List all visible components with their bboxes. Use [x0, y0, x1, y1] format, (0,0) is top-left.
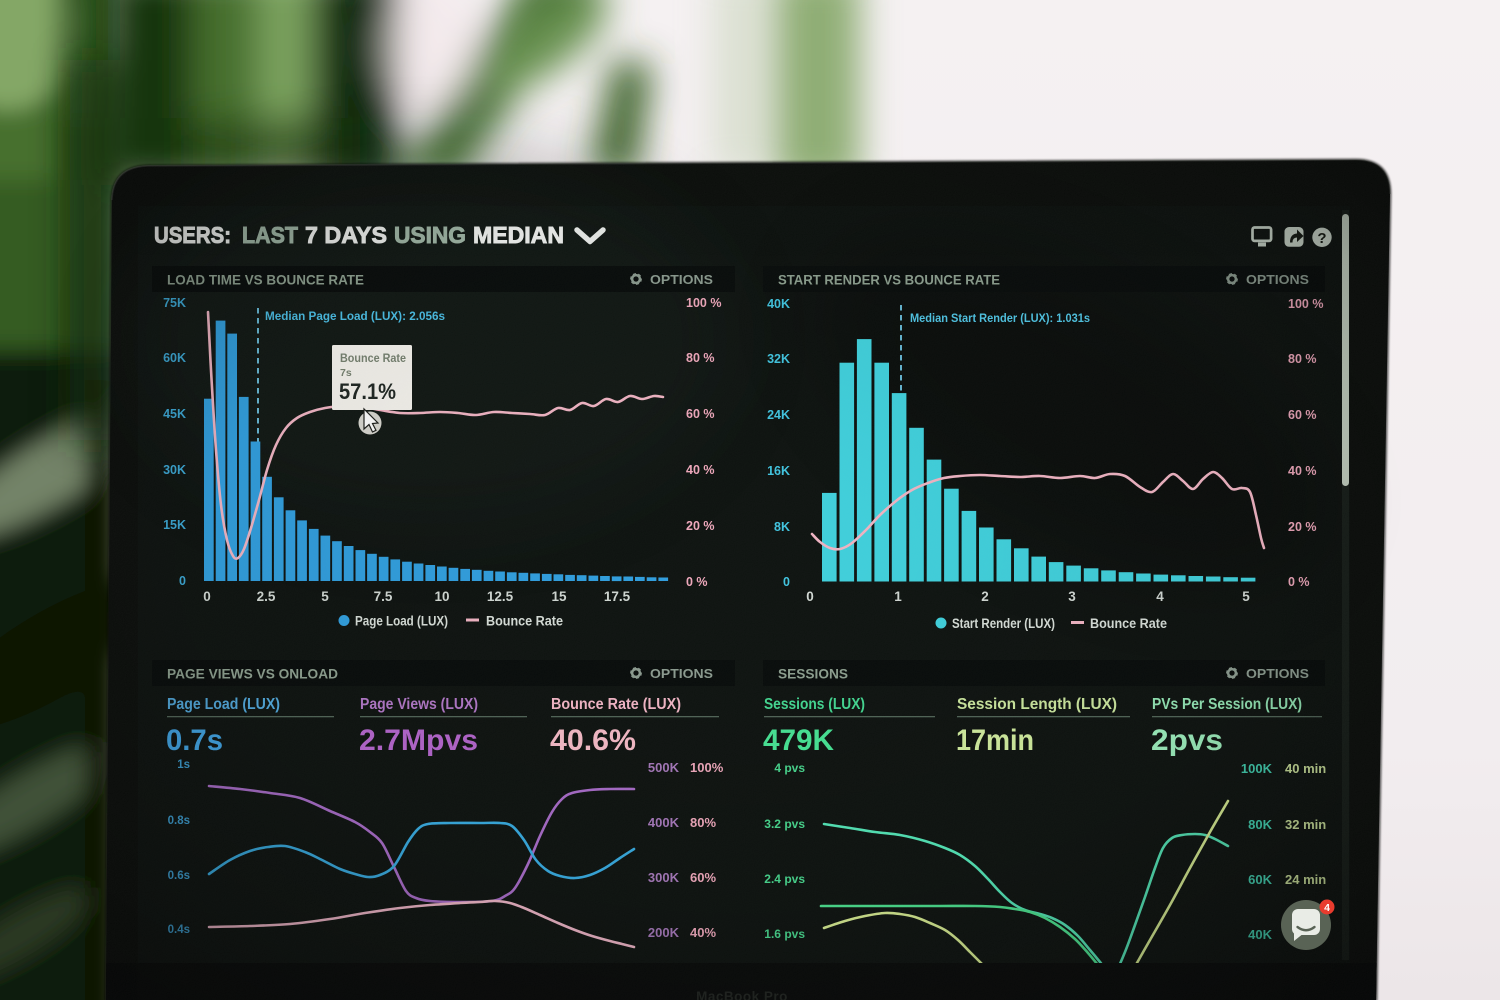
- svg-text:4: 4: [1324, 902, 1330, 914]
